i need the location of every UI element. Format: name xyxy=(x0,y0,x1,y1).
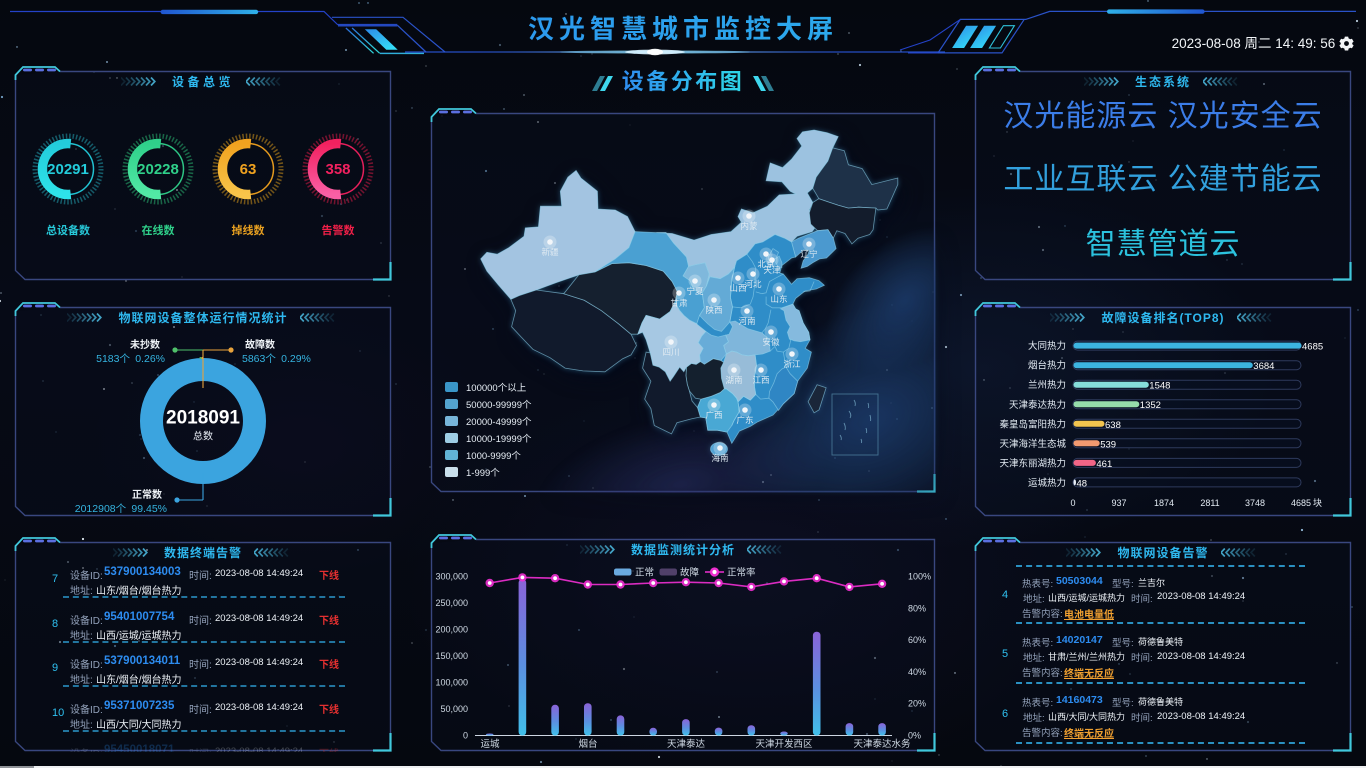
svg-text:烟台: 烟台 xyxy=(578,736,597,750)
svg-text:天津泰达热力: 天津泰达热力 xyxy=(1009,397,1066,411)
svg-text:60%: 60% xyxy=(908,635,926,645)
svg-text:250,000: 250,000 xyxy=(435,598,468,608)
svg-text:在线数: 在线数 xyxy=(142,222,175,238)
svg-text:0: 0 xyxy=(1070,496,1075,509)
svg-text:秦皇岛富阳热力: 秦皇岛富阳热力 xyxy=(999,416,1066,430)
svg-text:天津泰达: 天津泰达 xyxy=(667,736,706,750)
svg-text:1000-9999个: 1000-9999个 xyxy=(466,448,521,462)
svg-text:未抄数: 未抄数 xyxy=(130,336,160,351)
svg-text:天津开发西区: 天津开发西区 xyxy=(755,736,813,750)
svg-text:四川: 四川 xyxy=(662,346,679,358)
svg-text:10000-19999个: 10000-19999个 xyxy=(466,431,532,445)
svg-text:4685: 4685 xyxy=(1302,342,1323,353)
svg-text:100000个以上: 100000个以上 xyxy=(466,380,527,394)
svg-text:天津海洋生态城: 天津海洋生态城 xyxy=(999,436,1066,450)
svg-text:山东: 山东 xyxy=(770,293,787,305)
svg-text:150,000: 150,000 xyxy=(435,651,468,661)
svg-text:天津泰达水务: 天津泰达水务 xyxy=(853,736,911,750)
svg-text:5183个 0.26%: 5183个 0.26% xyxy=(96,351,165,366)
svg-text:48: 48 xyxy=(1077,478,1088,489)
svg-text:638: 638 xyxy=(1105,420,1121,431)
svg-text:掉线数: 掉线数 xyxy=(232,222,265,238)
svg-text:河北: 河北 xyxy=(744,278,762,290)
svg-text:故障: 故障 xyxy=(680,564,700,578)
svg-text:山西: 山西 xyxy=(729,282,746,294)
svg-text:正常数: 正常数 xyxy=(132,486,162,501)
svg-text:广西: 广西 xyxy=(705,409,722,421)
svg-text:358: 358 xyxy=(325,161,350,178)
svg-text:天津: 天津 xyxy=(763,264,781,276)
svg-text:300,000: 300,000 xyxy=(435,572,468,582)
svg-text:539: 539 xyxy=(1100,439,1116,450)
svg-text:正常: 正常 xyxy=(635,564,654,578)
svg-text:40%: 40% xyxy=(908,667,926,677)
svg-text:运城: 运城 xyxy=(480,736,500,750)
svg-text:63: 63 xyxy=(240,161,257,178)
svg-text:20000-49999个: 20000-49999个 xyxy=(466,414,532,428)
svg-text:甘肃: 甘肃 xyxy=(670,297,688,309)
svg-text:461: 461 xyxy=(1096,459,1112,470)
svg-text:100%: 100% xyxy=(908,572,931,582)
svg-text:运城热力: 运城热力 xyxy=(1028,475,1066,489)
svg-text:故障数: 故障数 xyxy=(245,336,275,351)
svg-text:937: 937 xyxy=(1111,496,1126,509)
svg-text:50,000: 50,000 xyxy=(440,704,468,714)
svg-text:0%: 0% xyxy=(908,731,921,741)
svg-text:1548: 1548 xyxy=(1149,381,1170,392)
svg-text:大同热力: 大同热力 xyxy=(1028,338,1066,352)
svg-text:广东: 广东 xyxy=(736,414,753,426)
svg-text:2018091: 2018091 xyxy=(166,408,240,429)
svg-text:烟台热力: 烟台热力 xyxy=(1028,358,1066,372)
svg-text:辽宁: 辽宁 xyxy=(800,248,817,260)
svg-text:3748: 3748 xyxy=(1245,496,1265,509)
svg-text:安徽: 安徽 xyxy=(762,336,780,348)
svg-text:总数: 总数 xyxy=(193,428,213,443)
svg-text:新疆: 新疆 xyxy=(541,246,559,258)
svg-text:总设备数: 总设备数 xyxy=(46,222,90,238)
svg-text:块: 块 xyxy=(1313,496,1322,509)
svg-text:陕西: 陕西 xyxy=(705,304,722,316)
svg-text:3684: 3684 xyxy=(1253,361,1274,372)
svg-text:宁夏: 宁夏 xyxy=(686,285,704,297)
svg-text:1352: 1352 xyxy=(1140,400,1161,411)
svg-text:湖南: 湖南 xyxy=(725,374,742,386)
svg-text:50000-99999个: 50000-99999个 xyxy=(466,397,532,411)
svg-text:100,000: 100,000 xyxy=(435,678,468,688)
svg-text:0: 0 xyxy=(463,731,468,741)
svg-text:正常率: 正常率 xyxy=(727,564,756,578)
svg-text:5863个 0.29%: 5863个 0.29% xyxy=(242,351,311,366)
svg-text:80%: 80% xyxy=(908,603,926,613)
svg-text:河南: 河南 xyxy=(738,315,755,327)
svg-text:内蒙: 内蒙 xyxy=(740,220,758,232)
svg-text:浙江: 浙江 xyxy=(783,358,801,370)
svg-text:2012908个 99.45%: 2012908个 99.45% xyxy=(75,501,167,516)
svg-text:1874: 1874 xyxy=(1154,496,1174,509)
svg-text:20291: 20291 xyxy=(47,161,89,178)
svg-text:天津东丽湖热力: 天津东丽湖热力 xyxy=(999,455,1066,469)
svg-text:告警数: 告警数 xyxy=(322,222,355,238)
svg-text:4685: 4685 xyxy=(1291,496,1311,509)
svg-text:1-999个: 1-999个 xyxy=(466,465,500,479)
svg-text:海南: 海南 xyxy=(711,452,728,464)
svg-text:20%: 20% xyxy=(908,699,926,709)
svg-text:200,000: 200,000 xyxy=(435,625,468,635)
svg-text:兰州热力: 兰州热力 xyxy=(1028,377,1066,391)
svg-text:20228: 20228 xyxy=(137,161,179,178)
svg-text:2811: 2811 xyxy=(1200,496,1219,509)
svg-text:江西: 江西 xyxy=(752,374,769,386)
